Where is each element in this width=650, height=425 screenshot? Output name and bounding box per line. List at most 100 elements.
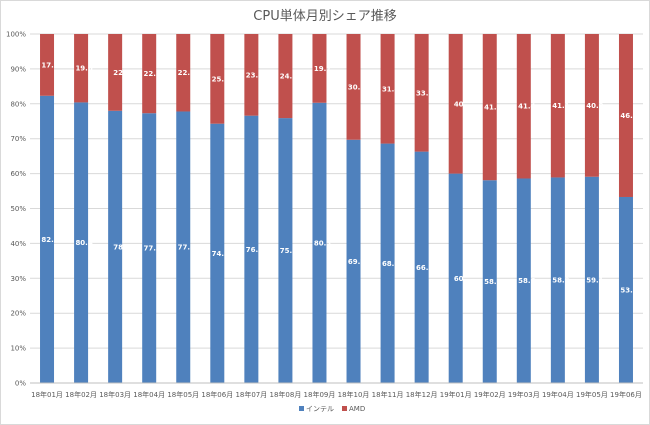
bar-segment: [380, 34, 395, 144]
bar-segment: [74, 34, 89, 103]
bar-segment: [312, 34, 327, 103]
x-tick-label: 19年06月: [610, 390, 642, 399]
bar-segment: [108, 34, 123, 111]
data-label: 59.1: [586, 276, 603, 284]
data-label: 58.1: [484, 278, 501, 286]
bar-segment: [142, 113, 157, 384]
x-tick-label: 18年03月: [99, 390, 131, 399]
legend: インテル AMD: [299, 405, 365, 413]
bars: [40, 34, 633, 384]
data-label: 30.3: [348, 83, 365, 91]
bar-segment: [40, 34, 55, 96]
bar-segment: [278, 34, 293, 119]
data-label: 53.3: [620, 286, 637, 294]
data-label: 69.7: [348, 258, 365, 266]
bar-segment: [618, 34, 633, 197]
x-tick-label: 19年03月: [508, 390, 540, 399]
bar-segment: [550, 34, 565, 178]
y-axis: 0% 10% 20% 30% 40% 50% 60% 70% 80% 90% 100%: [6, 31, 26, 388]
y-tick-label: 80%: [10, 100, 26, 108]
bar-segment: [482, 180, 497, 383]
x-tick-label: 18年09月: [304, 390, 336, 399]
data-label: 80.4: [75, 239, 92, 247]
x-tick-label: 18年08月: [270, 390, 302, 399]
bar-segment: [244, 34, 259, 116]
data-label: 23.4: [246, 71, 263, 79]
legend-swatch: [342, 406, 347, 411]
x-tick-label: 18年04月: [133, 390, 165, 399]
x-tick-label: 18年01月: [31, 390, 63, 399]
bar-segment: [414, 34, 429, 152]
x-tick-label: 19年05月: [576, 390, 608, 399]
data-label: 40.9: [586, 102, 603, 110]
x-tick-label: 18年12月: [406, 390, 438, 399]
data-label: 60: [454, 275, 464, 283]
data-label: 22.7: [144, 70, 161, 78]
data-label: 80.3: [314, 239, 331, 247]
bar-segment: [74, 102, 89, 384]
bar-segment: [346, 139, 361, 383]
x-tick-label: 18年07月: [235, 390, 267, 399]
y-tick-label: 100%: [6, 31, 26, 39]
data-label: 77.8: [178, 244, 195, 252]
data-label: 66.3: [416, 264, 433, 272]
bar-segment: [40, 95, 55, 383]
bar-segment: [414, 151, 429, 383]
bar-segment: [516, 178, 531, 383]
y-tick-label: 30%: [10, 275, 26, 283]
y-tick-label: 10%: [10, 345, 26, 353]
bar-segment: [278, 118, 293, 383]
y-tick-label: 50%: [10, 205, 26, 213]
data-label: 77.3: [144, 245, 161, 253]
x-tick-label: 18年02月: [65, 390, 97, 399]
bar-segment: [346, 34, 361, 140]
bar-segment: [210, 123, 225, 384]
data-label: 24.1: [280, 73, 297, 81]
bar-segment: [448, 34, 463, 174]
data-label: 17.7: [41, 61, 58, 69]
legend-swatch: [299, 406, 304, 411]
chart-title: CPU単体月別シェア推移: [253, 9, 397, 24]
data-label: 22.2: [178, 69, 195, 77]
data-label: 33.7: [416, 89, 433, 97]
data-label: 41.1: [552, 102, 569, 110]
data-label: 22: [113, 69, 123, 77]
y-tick-label: 20%: [10, 310, 26, 318]
x-tick-label: 19年01月: [440, 390, 472, 399]
y-tick-label: 90%: [10, 65, 26, 73]
bar-segment: [584, 176, 599, 383]
x-tick-label: 18年05月: [167, 390, 199, 399]
y-tick-label: 70%: [10, 135, 26, 143]
data-label: 41.4: [518, 103, 535, 111]
y-tick-label: 60%: [10, 170, 26, 178]
data-label: 68.6: [382, 260, 399, 268]
data-label: 19.7: [314, 65, 331, 73]
bar-segment: [210, 34, 225, 124]
bar-segment: [618, 196, 633, 383]
bar-segment: [312, 102, 327, 384]
data-label: 40: [454, 100, 464, 108]
bar-segment: [244, 115, 259, 383]
data-label: 46.7: [620, 112, 637, 120]
bar-segment: [584, 34, 599, 177]
y-tick-label: 0%: [15, 380, 26, 388]
data-label: 41.9: [484, 104, 501, 112]
data-label: 31.4: [382, 85, 399, 93]
data-label: 78: [113, 243, 123, 251]
data-label: 58.6: [518, 277, 535, 285]
data-label: 74.3: [212, 250, 229, 258]
x-tick-label: 19年04月: [542, 390, 574, 399]
data-label: 82.3: [41, 236, 58, 244]
x-axis: 18年01月 18年02月 18年03月 18年04月 18年05月 18年06月 18年0…: [30, 382, 643, 399]
bar-segment: [380, 143, 395, 383]
y-tick-label: 40%: [10, 240, 26, 248]
data-label: 19.6: [75, 65, 92, 73]
data-label: 76.6: [246, 246, 263, 254]
bar-segment: [550, 177, 565, 383]
legend-label: AMD: [349, 405, 365, 413]
bar-segment: [482, 34, 497, 181]
x-tick-label: 18年10月: [338, 390, 370, 399]
x-tick-label: 18年06月: [201, 390, 233, 399]
bar-segment: [108, 110, 123, 383]
